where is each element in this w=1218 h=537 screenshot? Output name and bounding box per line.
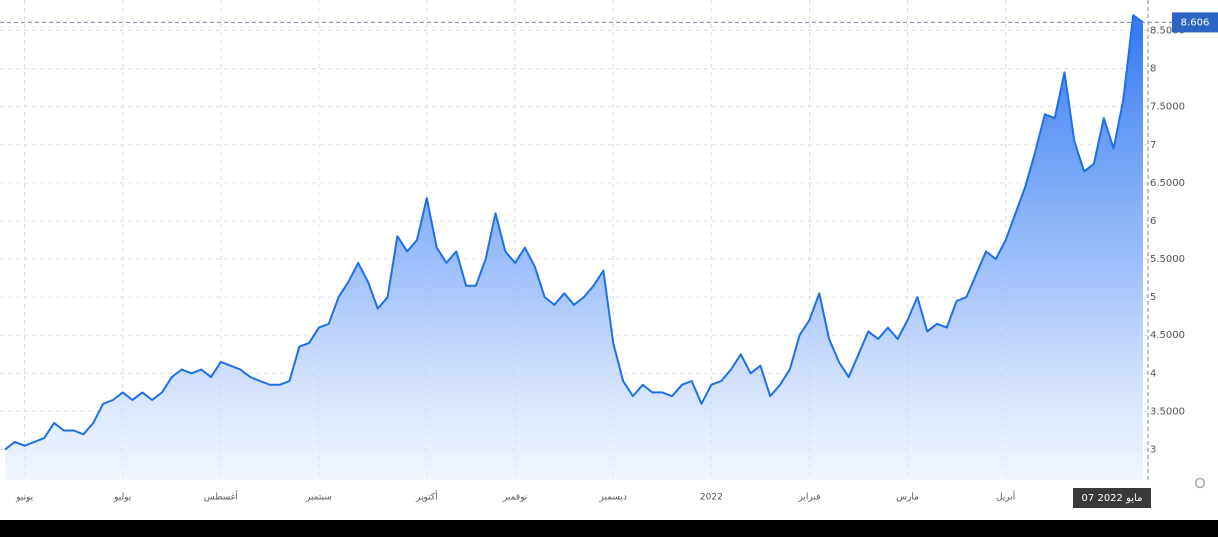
y-tick-label: 6	[1150, 216, 1156, 227]
y-tick-label: 8.5000	[1150, 25, 1185, 36]
x-tick-label: فبراير	[797, 493, 820, 503]
line	[4, 14, 1144, 451]
x-tick-label: 2022	[700, 493, 723, 503]
x-tick-label: ديسمبر	[599, 493, 627, 503]
x-tick-label: يوليو	[113, 493, 132, 503]
x-tick-label: أبريل	[996, 491, 1015, 503]
y-tick-label: 6.5000	[1150, 178, 1185, 189]
date-label: 07 مايو 2022	[1082, 493, 1143, 504]
y-tick-label: 4.5000	[1150, 330, 1185, 341]
y-tick-label: 7	[1150, 140, 1156, 151]
x-tick-label: نوفمبر	[502, 493, 527, 503]
x-tick-label: أكتوبر	[415, 491, 438, 503]
y-tick-label: 5.5000	[1150, 254, 1185, 265]
date-box	[1073, 488, 1151, 508]
y-tick-label: 8	[1150, 64, 1156, 75]
y-tick-label: 7.5000	[1150, 102, 1185, 113]
y-tick-label: 3	[1150, 445, 1156, 456]
x-tick-label: أغسطس	[204, 491, 238, 503]
x-tick-label: يونيو	[15, 493, 34, 503]
y-tick-label: 3.5000	[1150, 406, 1185, 417]
x-tick-label: مارس	[896, 493, 919, 503]
y-tick-label: 5	[1150, 292, 1156, 303]
x-tick-label: سبتمبر	[305, 493, 332, 503]
area	[5, 15, 1143, 480]
bottom-bar	[0, 520, 1218, 537]
price-box	[1172, 12, 1218, 33]
y-tick-label: 4	[1150, 368, 1156, 379]
price-label: 8.606	[1181, 17, 1210, 28]
settings-icon[interactable]	[1194, 477, 1206, 489]
